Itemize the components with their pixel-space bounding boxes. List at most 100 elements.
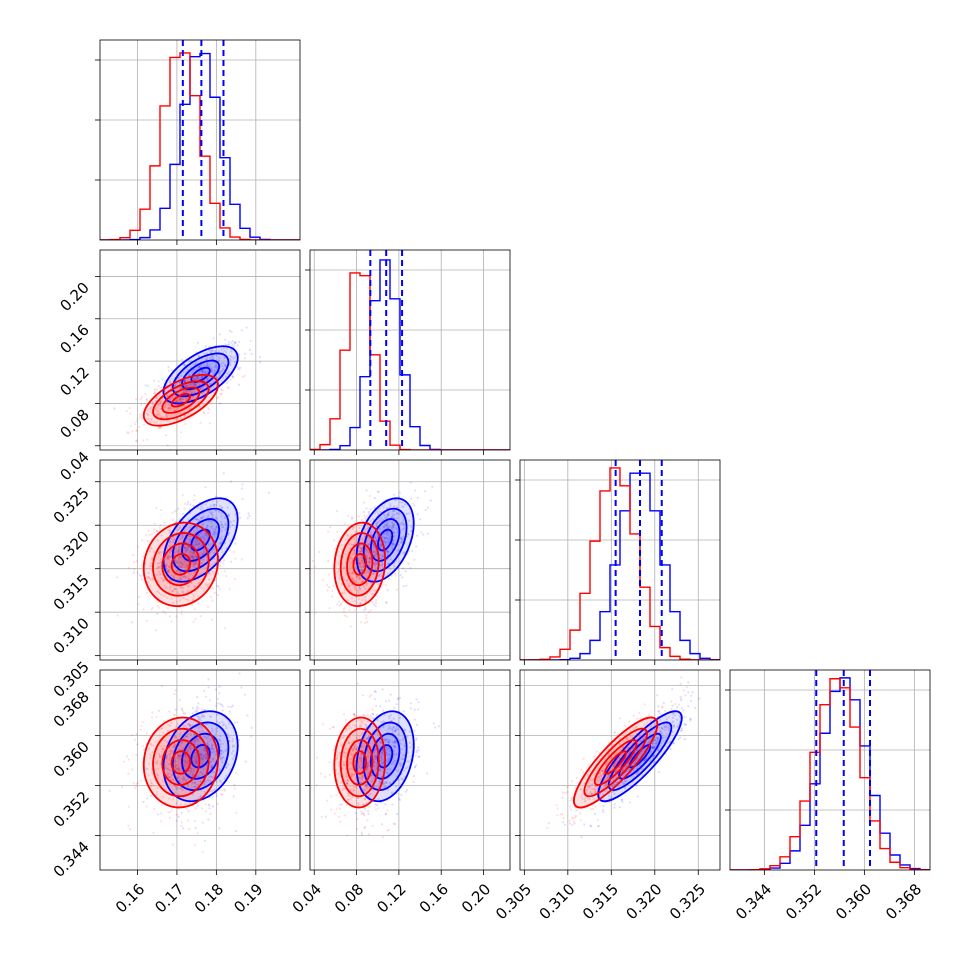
scatter-point <box>167 529 170 532</box>
scatter-point <box>227 370 231 373</box>
scatter-point <box>196 832 199 835</box>
scatter-point <box>225 372 228 375</box>
scatter-point <box>167 557 170 560</box>
scatter-point <box>158 570 161 573</box>
scatter-point <box>386 771 389 774</box>
scatter-point <box>204 371 207 374</box>
scatter-point <box>201 708 204 711</box>
scatter-point <box>382 726 385 729</box>
scatter-point <box>174 689 177 692</box>
scatter-point <box>351 528 354 531</box>
scatter-point <box>330 808 333 811</box>
scatter-point <box>146 438 149 441</box>
scatter-point <box>169 749 172 753</box>
scatter-point <box>223 723 226 726</box>
scatter-point <box>335 794 338 797</box>
scatter-point <box>350 726 353 729</box>
scatter-point <box>395 785 398 788</box>
scatter-point <box>409 702 412 705</box>
scatter-point <box>130 425 133 428</box>
scatter-point <box>365 614 368 617</box>
scatter-point <box>190 784 193 787</box>
scatter-point <box>386 552 389 556</box>
scatter-point <box>620 798 623 801</box>
scatter-point <box>159 420 162 423</box>
scatter-point <box>220 535 223 538</box>
scatter-point <box>174 765 178 768</box>
scatter-point <box>148 748 151 751</box>
scatter-point <box>623 779 627 783</box>
scatter-point <box>613 803 617 806</box>
scatter-point <box>204 810 207 813</box>
scatter-point <box>360 831 363 834</box>
scatter-point <box>179 550 182 554</box>
scatter-point <box>180 374 183 377</box>
scatter-point <box>229 359 232 362</box>
scatter-point <box>324 775 327 779</box>
scatter-point <box>380 721 383 724</box>
scatter-point <box>380 517 383 520</box>
scatter-point <box>419 518 422 521</box>
scatter-point <box>200 551 203 554</box>
scatter-point <box>348 585 351 588</box>
scatter-point <box>234 513 237 516</box>
scatter-point <box>352 789 355 792</box>
scatter-point <box>149 568 152 571</box>
scatter-point <box>136 743 139 746</box>
scatter-point <box>672 720 675 723</box>
scatter-point <box>388 715 391 718</box>
scatter-point <box>349 589 352 592</box>
scatter-point <box>172 601 175 604</box>
scatter-point <box>142 800 145 804</box>
scatter-point <box>385 536 389 540</box>
scatter-point <box>354 724 357 728</box>
scatter-point <box>365 584 368 587</box>
scatter-point <box>174 559 177 562</box>
contour-fill-series-1 <box>584 728 647 797</box>
scatter-point <box>399 573 402 576</box>
scatter-point <box>179 732 182 735</box>
scatter-point <box>136 545 139 548</box>
scatter-point <box>321 578 324 581</box>
scatter-point <box>132 782 135 785</box>
scatter-point <box>218 692 221 695</box>
scatter-point <box>166 553 169 556</box>
scatter-point <box>399 798 402 801</box>
scatter-point <box>314 611 317 614</box>
scatter-point <box>218 685 221 688</box>
scatter-point <box>409 481 412 484</box>
scatter-point <box>597 776 600 779</box>
scatter-point <box>236 721 239 724</box>
scatter-point <box>248 514 251 518</box>
scatter-point <box>168 816 171 819</box>
scatter-point <box>178 566 182 569</box>
scatter-point <box>217 542 220 546</box>
scatter-point <box>222 347 225 350</box>
scatter-point <box>385 738 388 741</box>
scatter-point <box>227 763 230 766</box>
scatter-point <box>227 387 230 390</box>
scatter-point <box>170 537 173 541</box>
scatter-point <box>202 757 205 761</box>
scatter-point <box>232 749 235 753</box>
scatter-point <box>189 553 192 557</box>
scatter-point <box>205 378 209 381</box>
scatter-point <box>369 531 372 534</box>
scatter-point <box>216 713 219 717</box>
scatter-point <box>346 514 350 518</box>
scatter-point <box>231 340 234 343</box>
scatter-point <box>360 833 363 836</box>
scatter-point <box>359 621 362 624</box>
scatter-point <box>250 735 253 738</box>
scatter-point <box>689 717 692 720</box>
scatter-point <box>175 736 178 739</box>
scatter-point <box>176 722 179 725</box>
scatter-point <box>380 557 383 560</box>
scatter-point <box>215 704 218 708</box>
scatter-point <box>245 326 248 329</box>
scatter-point <box>416 751 419 754</box>
scatter-point <box>328 573 331 576</box>
scatter-point <box>365 528 368 531</box>
scatter-point <box>224 374 227 377</box>
scatter-point <box>182 575 185 579</box>
